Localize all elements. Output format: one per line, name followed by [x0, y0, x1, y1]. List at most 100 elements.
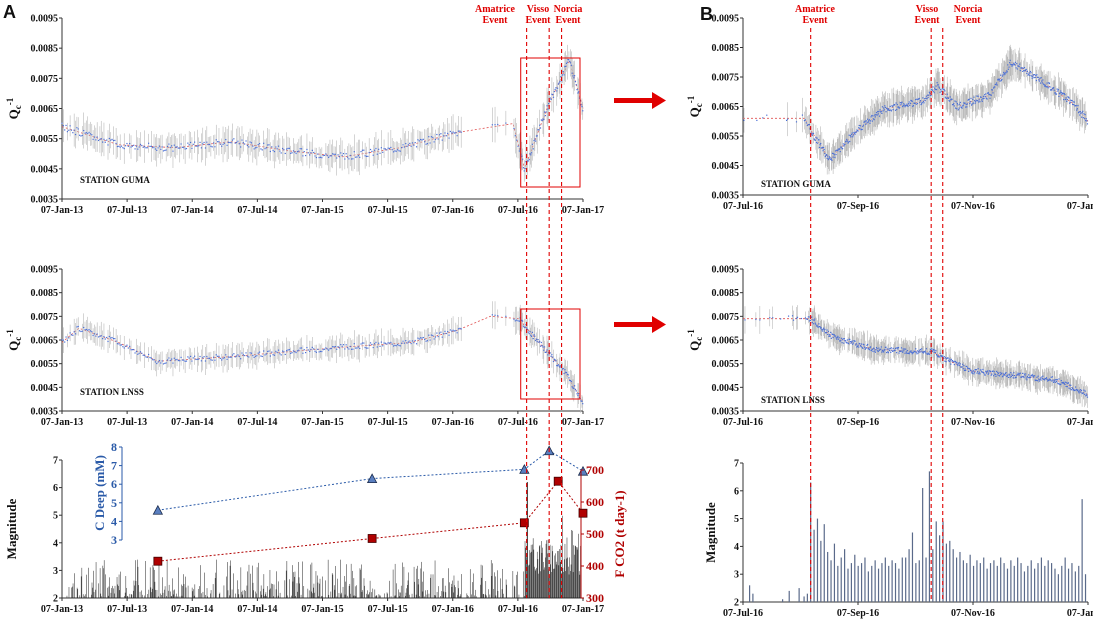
qc-point: [88, 328, 90, 331]
qc-point: [380, 147, 382, 149]
qc-point: [137, 148, 139, 150]
qc-point: [982, 95, 985, 97]
qc-point: [990, 374, 992, 376]
qc-point: [1073, 101, 1075, 103]
qc-point: [432, 136, 434, 139]
qc-point: [815, 136, 817, 138]
qc-point: [950, 99, 952, 101]
qc-point: [953, 105, 955, 107]
qc-point: [827, 330, 829, 333]
qc-point: [852, 343, 854, 345]
qc-point: [1036, 380, 1039, 382]
y-tick-label: 0.0045: [31, 383, 59, 394]
qc-point: [375, 341, 377, 343]
qc-point: [1078, 392, 1080, 394]
qc-point: [283, 351, 285, 353]
qc-point: [866, 343, 869, 346]
qc-point: [1077, 112, 1080, 114]
qc-point: [164, 149, 166, 152]
qc-point: [800, 317, 803, 320]
qc-point: [1038, 378, 1040, 380]
qc-point: [920, 350, 922, 352]
qc-point: [554, 359, 556, 361]
x-tick-label: 07-Jan-15: [301, 205, 343, 216]
qc-point: [89, 133, 92, 135]
qc-point: [559, 366, 561, 368]
x-tick-label: 07-Jan-16: [432, 604, 474, 615]
qc-point: [932, 349, 934, 351]
qc-point: [110, 337, 112, 339]
qc-point: [1066, 385, 1068, 388]
qc-point: [869, 120, 872, 122]
qc-point: [407, 144, 410, 146]
qc-point: [69, 332, 71, 334]
qc-point: [985, 372, 988, 374]
x-tick-label: 07-Jul-16: [723, 608, 763, 619]
qc-point: [1069, 102, 1071, 104]
qc-point: [1051, 380, 1053, 382]
qc-point: [337, 345, 339, 348]
c-deep-tick-label: 3: [111, 533, 117, 547]
qc-point: [985, 97, 988, 99]
qc-point: [839, 148, 841, 150]
qc-point: [962, 363, 964, 365]
qc-point: [546, 105, 548, 107]
qc-point: [567, 58, 569, 61]
qc-point: [452, 131, 454, 133]
qc-point: [521, 155, 523, 157]
qc-point: [1022, 67, 1024, 70]
qc-point: [564, 369, 566, 371]
qc-point: [570, 380, 572, 383]
qc-point: [562, 70, 564, 73]
qc-point: [1053, 89, 1055, 91]
qc-point: [523, 170, 525, 172]
qc-point: [949, 360, 951, 363]
qc-point: [181, 359, 184, 361]
qc-point: [936, 82, 938, 84]
qc-point: [859, 345, 862, 347]
qc-point: [881, 349, 884, 351]
qc-point: [497, 315, 499, 317]
qc-point: [122, 346, 124, 348]
qc-point: [944, 90, 946, 92]
qc-point: [977, 95, 979, 97]
qc-point: [833, 154, 835, 156]
qc-point: [959, 103, 961, 105]
qc-point: [290, 152, 292, 154]
qc-point: [337, 154, 339, 156]
qc-point: [1007, 64, 1009, 66]
qc-point: [905, 348, 907, 350]
event-name-norcia: Norcia: [554, 4, 583, 15]
qc-point: [1031, 77, 1033, 79]
c-deep-point: [366, 473, 378, 484]
qc-point: [1019, 69, 1021, 72]
qc-point: [541, 119, 543, 122]
qc-point: [1063, 98, 1065, 101]
qc-point: [227, 141, 230, 143]
qc-point: [965, 369, 967, 372]
x-tick-label: 07-Jan-13: [41, 604, 83, 615]
qc-point: [133, 348, 135, 351]
qc-point: [576, 393, 578, 395]
qc-point: [271, 351, 273, 353]
qc-point: [345, 344, 347, 346]
qc-point: [202, 357, 204, 359]
qc-point: [808, 124, 810, 126]
qc-point: [1065, 385, 1067, 388]
qc-point: [198, 145, 200, 147]
qc-point: [1022, 372, 1024, 374]
qc-point: [1063, 92, 1065, 95]
qc-point: [1041, 376, 1043, 378]
x-tick-label: 07-Jan-15: [301, 417, 343, 428]
qc-point: [227, 356, 230, 358]
qc-point: [1080, 391, 1082, 393]
qc-point: [544, 114, 546, 117]
qc-point: [424, 338, 426, 341]
qc-point: [957, 104, 959, 106]
qc-point: [853, 131, 855, 134]
qc-point: [561, 74, 564, 76]
qc-point: [872, 350, 874, 353]
qc-point: [304, 351, 307, 354]
qc-point: [118, 145, 120, 147]
qc-point: [846, 138, 848, 141]
